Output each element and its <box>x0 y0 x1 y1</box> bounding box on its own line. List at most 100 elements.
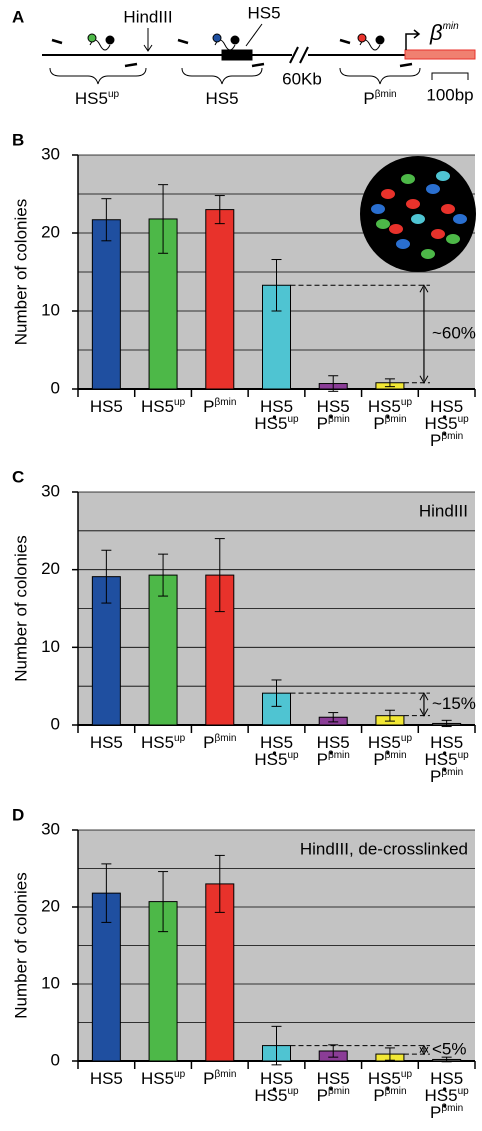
error-bar <box>158 553 169 597</box>
arrowhead <box>143 44 153 52</box>
error-bar <box>214 195 225 225</box>
colony-image <box>360 156 476 272</box>
x-tick-label: HS5up <box>254 1086 299 1106</box>
x-tick-label: HS5 <box>317 733 350 752</box>
combine-dot <box>272 751 277 755</box>
annotation: HindIII <box>419 501 468 520</box>
error-bar <box>158 184 169 254</box>
colony <box>376 219 390 229</box>
bar <box>205 209 235 390</box>
x-tick-label: HS5 <box>260 1069 293 1088</box>
y-tick-label: 10 <box>41 300 60 319</box>
panel-letter: A <box>12 7 24 26</box>
x-tick-label: HS5up <box>141 733 186 753</box>
brace <box>339 67 421 85</box>
bar <box>148 574 178 726</box>
combine-dot <box>272 1087 277 1091</box>
error-bar <box>101 549 112 604</box>
x-tick-label: HS5 <box>260 733 293 752</box>
gene-box <box>404 49 476 60</box>
error-bar <box>441 1056 452 1063</box>
x-tick-label: HS5 <box>430 733 463 752</box>
x-tick-label: Pβmin <box>430 1103 463 1123</box>
arrowhead <box>419 692 429 717</box>
colony <box>426 184 440 194</box>
x-tick-label: Pβmin <box>203 733 236 753</box>
colony <box>453 214 467 224</box>
colony <box>406 199 420 209</box>
combine-dot <box>443 1104 447 1108</box>
error-bar <box>384 709 395 722</box>
annotation: HindIII, de-crosslinked <box>300 839 468 858</box>
x-tick-label: Pβmin <box>317 1086 350 1106</box>
x-tick-label: HS5up <box>368 397 413 417</box>
x-tick-label: Pβmin <box>373 414 406 434</box>
colony <box>401 174 415 184</box>
scale-bar <box>431 72 469 80</box>
panel-letter: B <box>12 130 24 149</box>
bar <box>262 284 291 390</box>
x-tick-label: Pβmin <box>430 431 463 451</box>
combine-dot <box>329 751 333 755</box>
error-bar <box>101 863 112 923</box>
y-tick-label: 20 <box>41 559 60 578</box>
y-axis-label: Number of colonies <box>11 535 30 681</box>
hs5-label: HS5 <box>247 3 280 22</box>
x-tick-label: Pβmin <box>317 750 350 770</box>
x-tick-label: HS5 <box>90 397 123 416</box>
y-axis-label: Number of colonies <box>11 199 30 345</box>
y-tick-label: 0 <box>51 1050 60 1069</box>
error-bar <box>441 719 452 728</box>
hs5-arrow <box>245 23 263 47</box>
colony <box>436 171 450 181</box>
x-tick-label: HS5up <box>425 1086 470 1106</box>
panel-letter: D <box>12 805 24 824</box>
error-bar <box>384 1047 395 1061</box>
x-tick-label: HS5up <box>368 733 413 753</box>
x-tick-label: HS5 <box>430 1069 463 1088</box>
error-bar <box>101 198 112 242</box>
y-tick-label: 30 <box>41 144 60 163</box>
region-label: HS5up <box>75 89 120 109</box>
region-label: Pβmin <box>363 89 396 109</box>
arrowhead <box>419 1044 429 1056</box>
y-axis-label: Number of colonies <box>11 872 30 1018</box>
error-bar <box>271 1025 282 1066</box>
y-tick-label: 30 <box>41 481 60 500</box>
x-tick-label: HS5up <box>368 1069 413 1089</box>
y-tick-label: 10 <box>41 973 60 992</box>
bracket-label: ~60% <box>432 323 476 342</box>
error-bar <box>328 1044 339 1058</box>
hs5-box <box>221 49 253 61</box>
combine-dot <box>443 415 447 419</box>
combine-dot <box>329 415 333 419</box>
x-tick-label: HS5 <box>430 397 463 416</box>
combine-dot <box>386 1087 390 1091</box>
region-label: HS5 <box>205 89 238 108</box>
break <box>289 46 299 64</box>
x-tick-label: HS5up <box>141 397 186 417</box>
x-tick-label: HS5up <box>141 1069 186 1089</box>
bar <box>148 901 178 1062</box>
error-bar <box>271 259 282 312</box>
combine-dot <box>272 415 277 419</box>
y-tick-label: 10 <box>41 637 60 656</box>
bracket-label: ~15% <box>432 694 476 713</box>
dot <box>230 35 240 45</box>
x-tick-label: HS5 <box>317 397 350 416</box>
x-tick-label: Pβmin <box>317 414 350 434</box>
x-tick-label: HS5 <box>90 733 123 752</box>
combine-dot <box>443 432 447 436</box>
dot <box>375 35 385 45</box>
dot <box>357 33 367 43</box>
x-tick-label: HS5up <box>254 414 299 434</box>
x-tick-label: HS5 <box>260 397 293 416</box>
dot <box>212 33 222 43</box>
colony <box>421 249 435 259</box>
brace <box>49 67 147 85</box>
x-tick-label: Pβmin <box>373 750 406 770</box>
error-bar <box>158 871 169 933</box>
bar <box>91 219 121 390</box>
